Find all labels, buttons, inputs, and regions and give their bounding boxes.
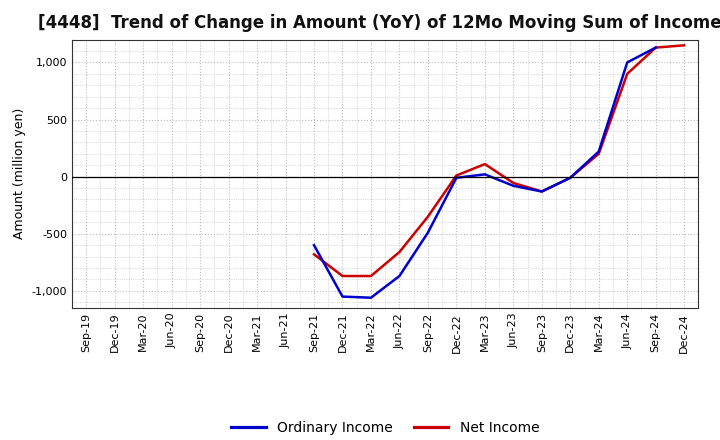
Title: [4448]  Trend of Change in Amount (YoY) of 12Mo Moving Sum of Incomes: [4448] Trend of Change in Amount (YoY) o… bbox=[38, 15, 720, 33]
Y-axis label: Amount (million yen): Amount (million yen) bbox=[13, 108, 26, 239]
Legend: Ordinary Income, Net Income: Ordinary Income, Net Income bbox=[225, 415, 545, 440]
